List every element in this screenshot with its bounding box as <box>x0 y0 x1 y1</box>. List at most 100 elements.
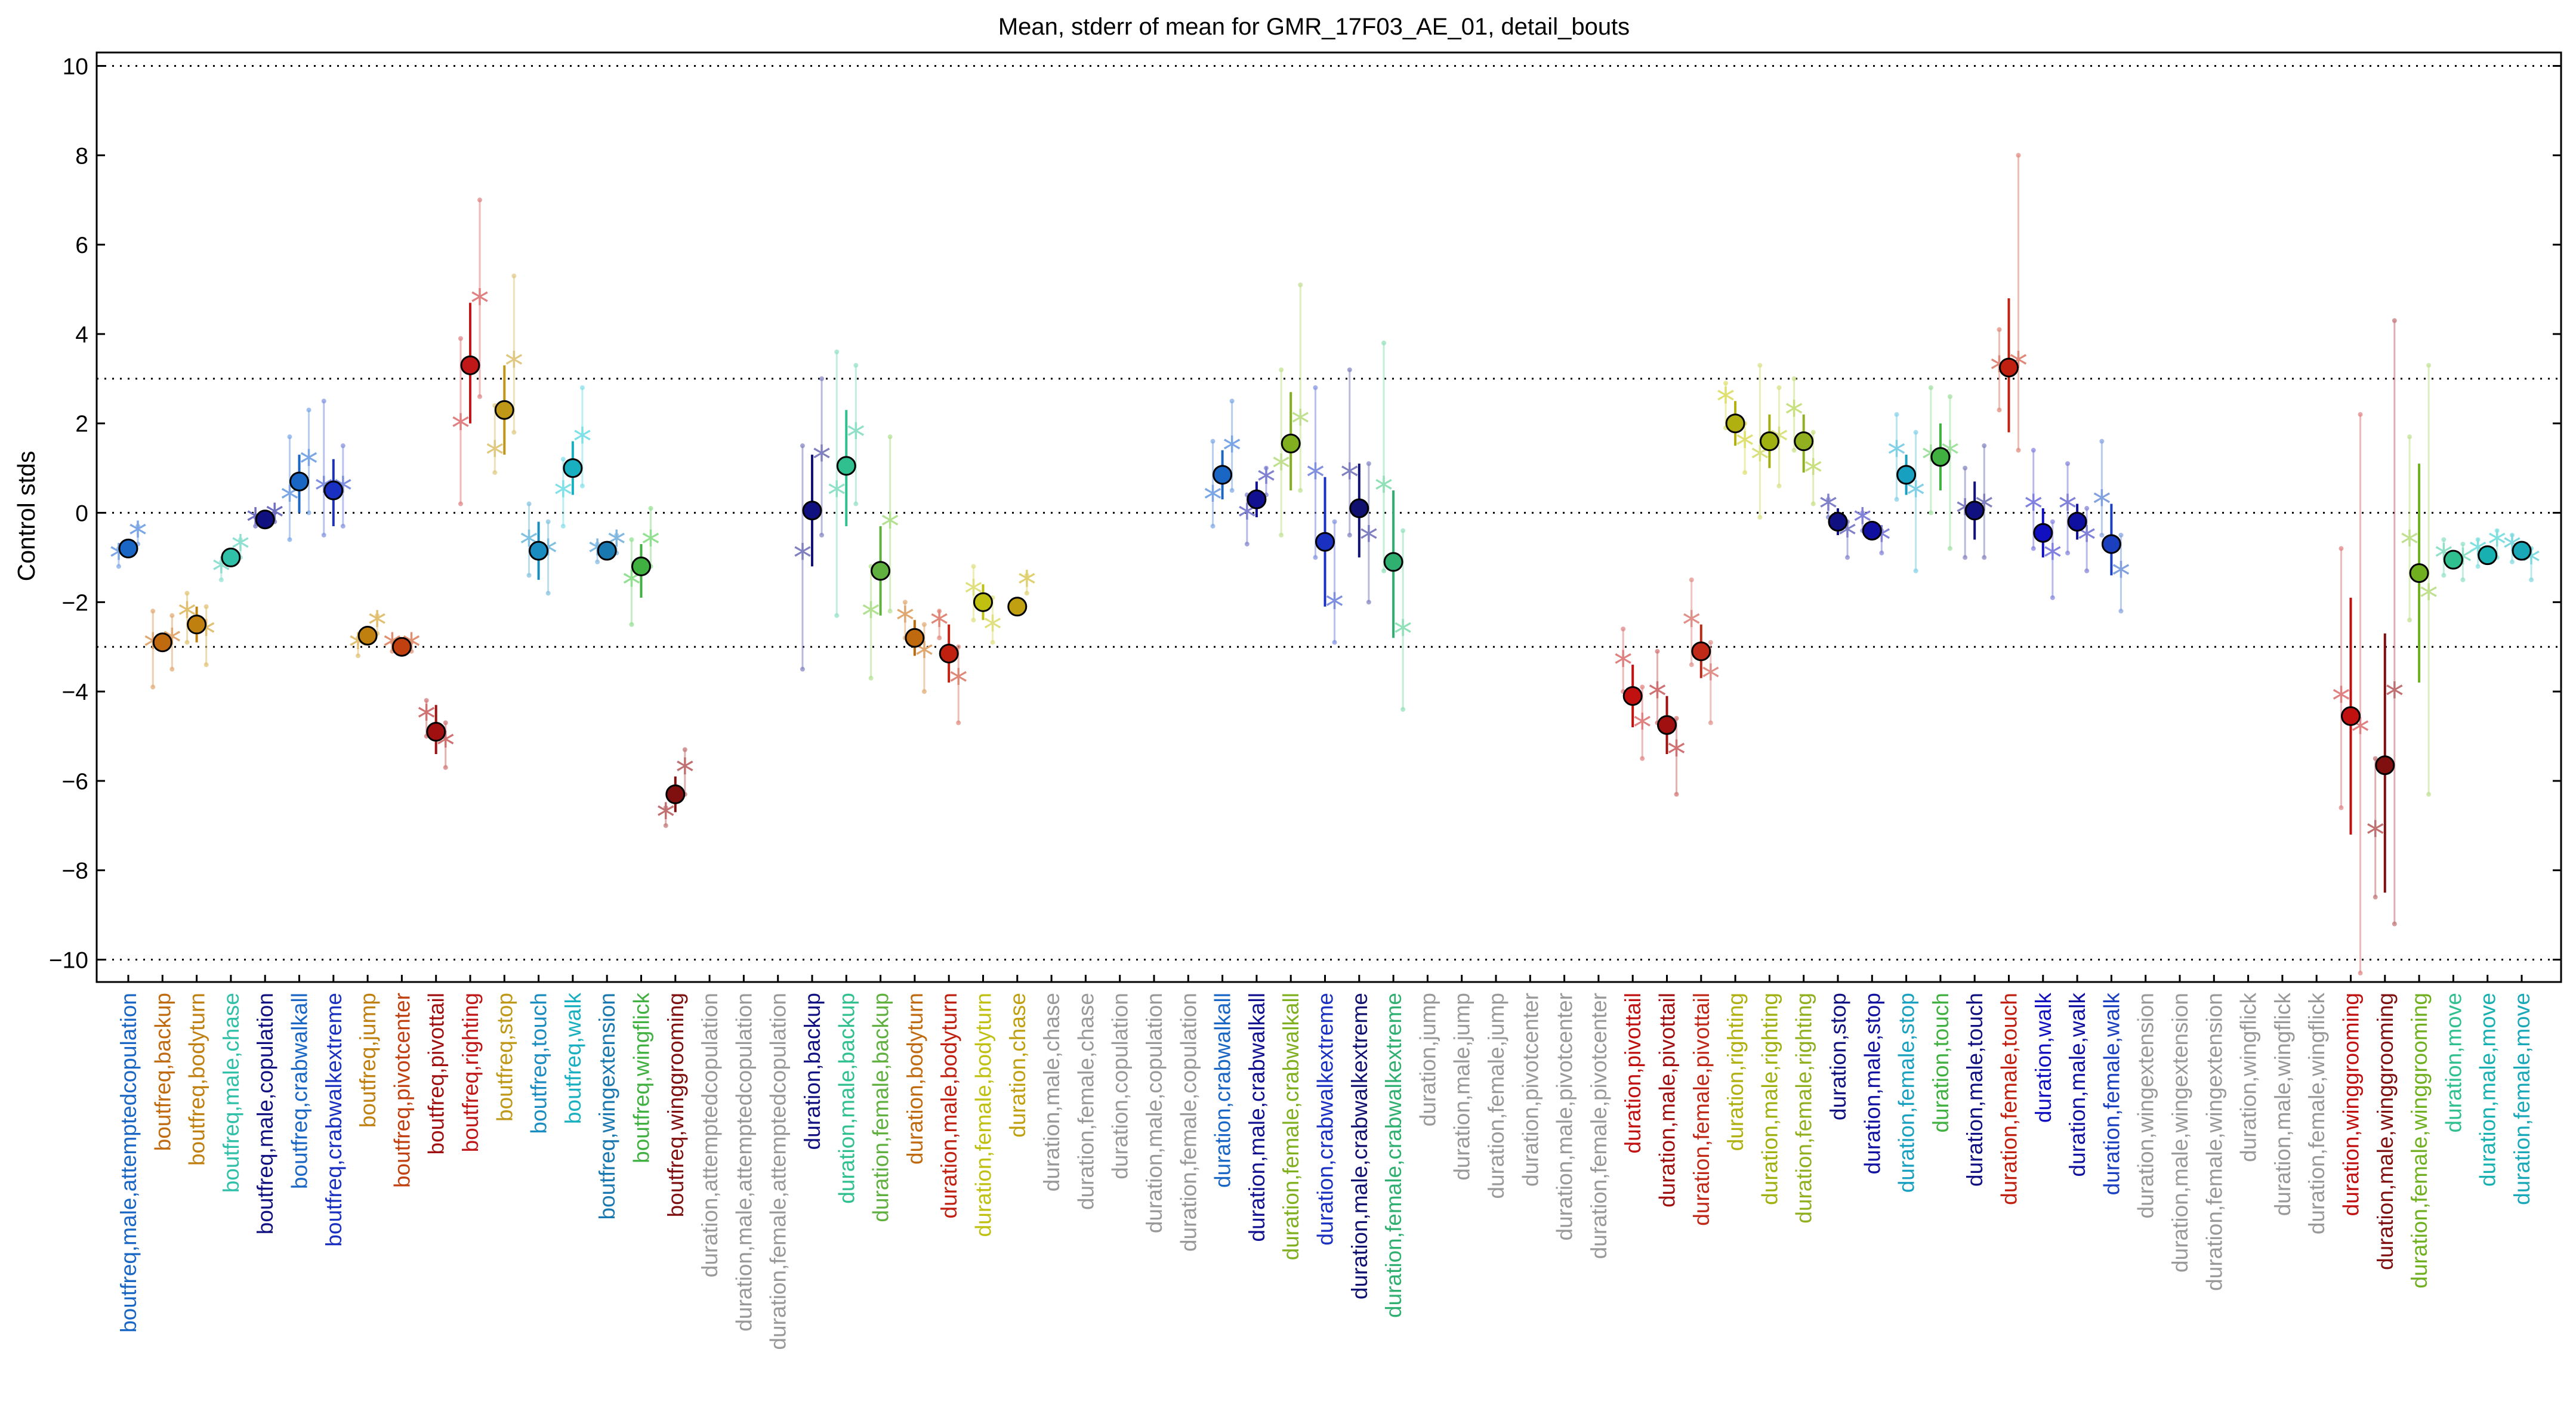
category-marks: ** <box>144 609 181 690</box>
reference-lines <box>97 64 2561 961</box>
control-errorbar-cap <box>1332 519 1337 524</box>
x-category-label: duration,male,jump <box>1450 993 1474 1181</box>
control-errorbar-cap <box>595 559 600 564</box>
control-errorbar-cap <box>2407 434 2413 440</box>
x-category-label: boutfreq,righting <box>458 993 483 1152</box>
mean-point <box>494 400 514 420</box>
category-marks: ** <box>554 385 591 529</box>
control-errorbar-cap <box>1689 577 1694 582</box>
x-category-label: duration,male,crabwalkextreme <box>1347 993 1372 1299</box>
mean-point <box>1999 357 2019 378</box>
mean-point <box>563 458 583 478</box>
control-errorbar-cap <box>321 399 326 404</box>
control-errorbar-cap <box>1894 412 1899 417</box>
control-errorbar-cap <box>971 564 976 569</box>
control-errorbar-cap <box>1982 443 1987 449</box>
control-errorbar-cap <box>800 666 805 672</box>
x-category-label: duration,copulation <box>1108 993 1133 1179</box>
x-category-label: boutfreq,pivotcenter <box>390 993 414 1188</box>
control-errorbar-cap <box>902 600 908 605</box>
control-star-point: * <box>1223 429 1241 473</box>
control-star-point: * <box>1633 706 1652 749</box>
category-marks: ** <box>2332 412 2370 976</box>
control-errorbar-cap <box>1381 568 1387 573</box>
y-axis-ticks: −10 −8 −6 −4 −2 0 2 4 6 8 10 <box>49 54 2561 974</box>
x-category-label: boutfreq,winggrooming <box>664 993 688 1217</box>
mean-point <box>357 625 378 646</box>
mean-point <box>1964 501 1985 521</box>
control-errorbar-cap <box>579 483 585 489</box>
y-tick-label: −4 <box>62 680 88 705</box>
control-errorbar-cap <box>1674 716 1679 721</box>
category-marks: ** <box>2093 438 2130 614</box>
x-category-label: duration,male,pivotcenter <box>1553 993 1577 1240</box>
category-marks: ** <box>486 273 523 477</box>
mean-point <box>460 355 480 375</box>
x-category-label: boutfreq,wingextension <box>595 993 619 1220</box>
x-category-label: boutfreq,male,chase <box>219 993 243 1193</box>
control-errorbar-cap <box>1757 363 1763 368</box>
control-errorbar-cap <box>2339 546 2344 551</box>
y-tick-label: 0 <box>75 501 88 527</box>
control-errorbar-cap <box>819 376 825 381</box>
x-category-label: duration,male,chase <box>1039 993 1064 1191</box>
control-errorbar-cap <box>375 613 380 618</box>
category-marks: ** <box>212 527 249 592</box>
control-errorbar-cap <box>1024 573 1029 578</box>
control-errorbar-cap <box>2460 577 2466 582</box>
mean-point <box>2512 541 2532 561</box>
control-star-point: * <box>862 594 880 638</box>
category-marks: ** <box>1648 648 1686 797</box>
control-errorbar-cap <box>2392 921 2397 927</box>
category-marks: ** <box>964 564 1002 651</box>
control-errorbar-cap <box>2373 894 2378 900</box>
control-errorbar-cap <box>253 523 258 529</box>
mean-point <box>323 480 344 501</box>
category-marks: ** <box>417 697 455 770</box>
y-tick-label: 10 <box>63 54 88 79</box>
category-marks: ** <box>656 747 694 839</box>
x-category-label: duration,female,move <box>2510 993 2534 1205</box>
control-errorbar-cap <box>834 613 840 618</box>
control-errorbar-cap <box>477 394 483 399</box>
mean-point <box>1281 433 1301 453</box>
category-marks: ** <box>862 434 899 681</box>
mean-point <box>2409 563 2429 583</box>
control-errorbar-cap <box>184 640 190 645</box>
control-errorbar-cap <box>1860 510 1865 515</box>
control-errorbar-cap <box>169 613 175 618</box>
x-category-label: duration,backup <box>800 993 825 1150</box>
control-errorbar-cap <box>1723 381 1729 386</box>
control-errorbar-cap <box>1640 756 1645 761</box>
category-marks: ** <box>1340 367 1378 605</box>
category-marks: ** <box>1751 363 1788 520</box>
control-errorbar-cap <box>2494 528 2500 533</box>
control-errorbar-cap <box>1210 438 1215 444</box>
control-errorbar-cap <box>1332 640 1337 645</box>
x-axis-labels: boutfreq,male,attemptedcopulation boutfre… <box>116 993 2534 1350</box>
control-errorbar-cap <box>2475 564 2481 569</box>
y-tick-label: 4 <box>75 322 88 348</box>
category-marks: ** <box>383 625 421 669</box>
control-errorbar-cap <box>819 532 825 538</box>
control-errorbar-cap <box>2084 568 2090 573</box>
control-errorbar-cap <box>663 805 668 810</box>
x-category-label: duration,wingflick <box>2236 993 2261 1162</box>
x-category-label: duration,female,attemptedcopulation <box>766 993 791 1350</box>
control-errorbar-cap <box>150 609 156 614</box>
x-category-label: boutfreq,male,attemptedcopulation <box>116 993 141 1333</box>
category-marks: ** <box>349 603 387 669</box>
control-star-point: * <box>1614 643 1633 687</box>
mean-point <box>631 556 651 576</box>
control-star-point: * <box>847 415 865 459</box>
mean-point <box>905 628 925 648</box>
x-category-label: boutfreq,backup <box>150 993 175 1151</box>
control-errorbar-cap <box>443 765 448 770</box>
category-marks: ** <box>280 407 318 542</box>
control-errorbar-cap <box>2118 532 2124 538</box>
category-marks: ** <box>109 514 147 579</box>
control-errorbar-cap <box>2392 318 2397 323</box>
control-errorbar-cap <box>1298 282 1303 288</box>
control-errorbar-cap <box>1366 461 1371 467</box>
